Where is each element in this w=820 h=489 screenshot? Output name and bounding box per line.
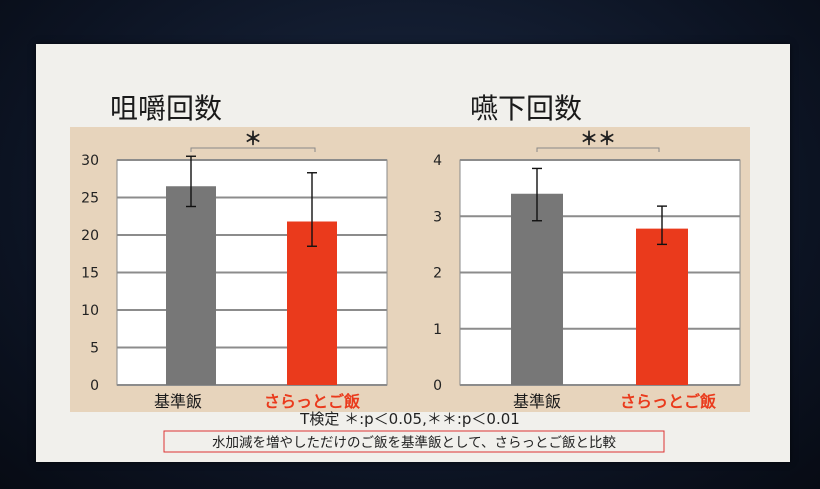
y-tick-label: 25 xyxy=(81,191,99,207)
significance-label: ＊ xyxy=(244,129,262,150)
caption-box xyxy=(163,430,665,453)
category-label: 基準飯 xyxy=(154,392,202,411)
significance-bracket xyxy=(536,147,660,152)
bar xyxy=(287,221,337,385)
y-tick-label: 1 xyxy=(433,322,442,338)
y-tick-label: 5 xyxy=(90,341,99,357)
y-tick-label: 20 xyxy=(81,228,99,244)
y-tick-label: 0 xyxy=(90,378,99,394)
chart-chewing: 0 5 10 15 20 25 30 基準飯 さらっとご飯 ＊ xyxy=(81,129,388,411)
bar xyxy=(511,193,563,385)
category-label: さらっとご飯 xyxy=(264,392,360,411)
bar xyxy=(636,228,688,385)
y-tick-label: 15 xyxy=(81,266,99,282)
chart-title-chewing: 咀嚼回数 xyxy=(110,92,222,125)
significance-label: ＊＊ xyxy=(580,129,616,150)
y-tick-label: 3 xyxy=(433,209,442,225)
y-tick-label: 4 xyxy=(433,153,442,169)
test-footnote: T検定 ＊:p＜0.05,＊＊:p＜0.01 xyxy=(299,410,520,428)
y-tick-label: 0 xyxy=(433,378,442,394)
chart-swallowing: 0 1 2 3 4 基準飯 さらっとご飯 ＊＊ xyxy=(433,129,741,411)
comparison-caption: 水加減を増やしただけのご飯を基準飯として、さらっとご飯と比較 xyxy=(212,434,616,451)
y-tick-label: 10 xyxy=(81,303,99,319)
y-tick-label: 30 xyxy=(81,153,99,169)
y-tick-label: 2 xyxy=(433,266,442,282)
bar xyxy=(166,186,216,385)
category-label: 基準飯 xyxy=(513,392,561,411)
category-label: さらっとご飯 xyxy=(620,392,716,411)
chart-title-swallowing: 嚥下回数 xyxy=(470,92,582,125)
significance-bracket xyxy=(190,147,316,152)
